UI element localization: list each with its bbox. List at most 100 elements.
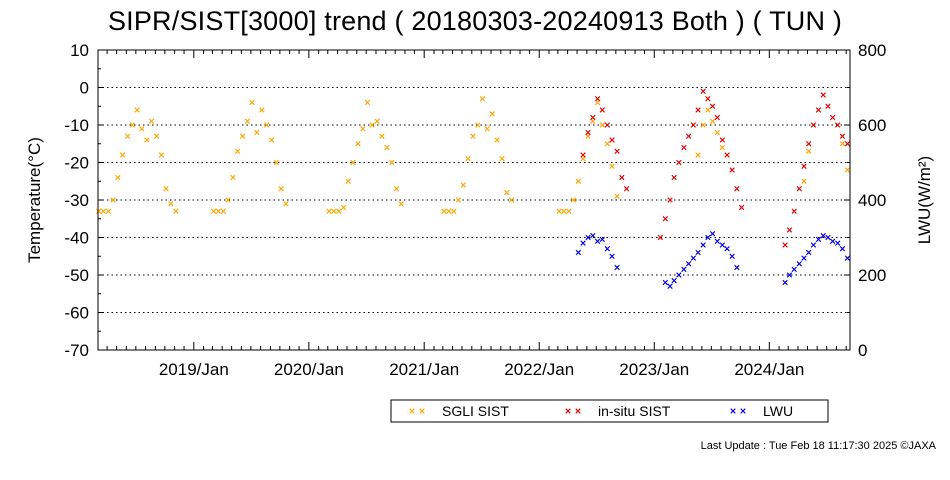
grid: [98, 87, 850, 313]
data-point: [835, 122, 841, 128]
data-point: [105, 208, 112, 214]
data-point: [825, 103, 831, 109]
data-point: [570, 197, 577, 203]
data-point: [479, 96, 486, 102]
data-point: [839, 246, 846, 252]
data-point: [254, 129, 260, 136]
data-point: [619, 174, 625, 181]
data-point: [829, 238, 836, 244]
data-point: [345, 178, 351, 184]
data-point: [829, 114, 836, 121]
data-point: [173, 208, 179, 214]
data-point: [336, 208, 342, 214]
data-point: [398, 201, 404, 207]
data-point: [134, 107, 140, 113]
data-point: [844, 141, 851, 147]
y-tick-label: -70: [64, 341, 89, 360]
legend-label: in-situ SIST: [598, 403, 671, 419]
data-point: [738, 204, 745, 211]
x-tick-label: 2024/Jan: [734, 360, 804, 379]
data-point: [604, 122, 611, 128]
data-point: [667, 283, 673, 289]
data-point: [604, 246, 611, 252]
data-point: [844, 167, 851, 173]
y-tick-label: -30: [64, 191, 89, 210]
data-point: [340, 204, 347, 211]
data-point: [451, 208, 457, 214]
data-point: [158, 152, 165, 158]
y-tick-label: 10: [70, 41, 89, 60]
data-point: [714, 129, 721, 136]
data-point: [249, 99, 255, 106]
data-point: [585, 129, 591, 136]
data-point: [115, 174, 121, 181]
data-point: [124, 133, 131, 139]
legend-label: LWU: [763, 403, 793, 419]
data-point: [671, 174, 677, 181]
data-point: [168, 201, 174, 207]
series-lwu: [575, 231, 851, 289]
data-point: [369, 122, 375, 128]
data-point: [690, 122, 697, 128]
data-point: [801, 178, 807, 184]
data-point: [441, 208, 447, 214]
data-point: [709, 118, 716, 124]
data-point: [446, 208, 452, 214]
data-point: [580, 240, 586, 246]
data-point: [685, 261, 692, 267]
data-point: [148, 118, 155, 124]
data-point: [273, 159, 280, 166]
data-point: [820, 92, 826, 98]
data-point: [599, 236, 605, 243]
data-point: [499, 156, 505, 162]
data-point: [210, 208, 217, 214]
data-point: [259, 107, 265, 113]
legend-marker: [409, 408, 415, 414]
data-point: [153, 133, 160, 139]
data-point: [705, 234, 711, 241]
y2-tick-label: 0: [858, 341, 867, 360]
data-point: [623, 186, 630, 192]
data-point: [815, 236, 822, 243]
data-point: [681, 144, 687, 151]
data-point: [671, 277, 677, 284]
data-point: [95, 208, 102, 214]
data-point: [839, 141, 846, 147]
data-point: [561, 208, 567, 214]
data-point: [475, 122, 481, 128]
data-point: [215, 208, 222, 214]
data-point: [110, 197, 116, 203]
data-point: [556, 208, 562, 214]
y-tick-label: -20: [64, 154, 89, 173]
data-point: [163, 186, 169, 192]
legend-box: [390, 399, 829, 423]
series-in-situ-sist: [580, 88, 851, 248]
data-point: [599, 122, 605, 128]
data-point: [685, 133, 692, 139]
data-point: [806, 249, 812, 256]
y-tick-label: 0: [80, 79, 89, 98]
data-point: [801, 255, 807, 261]
y2-tick-label: 600: [858, 116, 886, 135]
legend: SGLI SIST in-situ SIST LWU: [390, 399, 829, 423]
data-point: [724, 152, 730, 158]
data-point: [455, 197, 462, 203]
data-point: [657, 234, 663, 241]
data-point: [806, 141, 812, 147]
data-point: [263, 122, 270, 128]
x-tick-label: 2020/Jan: [274, 360, 344, 379]
data-point: [690, 255, 697, 261]
data-point: [705, 107, 711, 113]
data-point: [364, 99, 371, 106]
data-point: [278, 186, 284, 192]
data-point: [700, 122, 706, 128]
legend-marker: [565, 408, 571, 414]
data-point: [460, 182, 466, 188]
axes: 10 0 -10 -20 -30 -40 -50 -60 -70 800 600 400 200 0 201…: [64, 41, 886, 379]
y2-tick-label: 200: [858, 266, 886, 285]
data-point: [614, 193, 620, 199]
data-point: [220, 208, 227, 214]
data-point: [796, 261, 802, 267]
data-point: [609, 163, 615, 169]
